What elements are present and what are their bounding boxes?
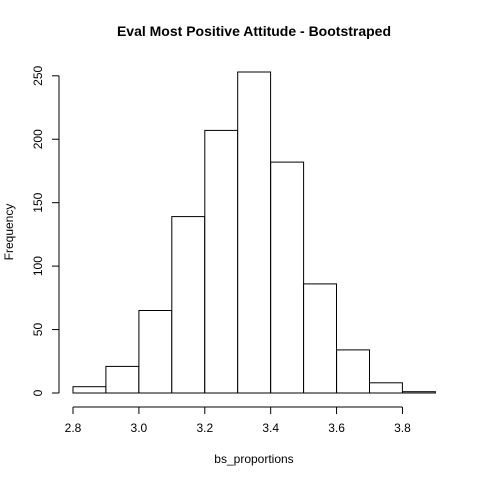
- y-tick-label: 100: [31, 256, 45, 276]
- histogram-bar-7: [303, 283, 338, 394]
- x-tick-label: 3.6: [328, 421, 345, 435]
- histogram-bar-3: [171, 216, 206, 394]
- y-tick-label: 50: [31, 323, 45, 337]
- histogram-bar-9: [369, 382, 403, 394]
- histogram-bar-5: [237, 71, 272, 394]
- y-axis: 0 50 100 150 200 250: [31, 65, 60, 396]
- x-tick-label: 3.4: [262, 421, 279, 435]
- y-tick-label: 250: [31, 65, 45, 85]
- histogram-bar-1: [105, 365, 140, 394]
- chart-title: Eval Most Positive Attitude - Bootstrape…: [117, 23, 391, 39]
- x-axis: 2.8 3.0 3.2 3.4 3.6 3.8: [65, 406, 411, 435]
- y-tick-label: 200: [31, 129, 45, 149]
- histogram-bar-10: [402, 391, 436, 394]
- histogram-bar-0: [72, 386, 107, 394]
- histogram-bar-6: [270, 161, 305, 394]
- y-axis-label: Frequency: [2, 204, 16, 261]
- y-tick-label: 0: [31, 389, 45, 396]
- histogram-bar-4: [204, 129, 239, 394]
- y-tick-label: 150: [31, 192, 45, 212]
- x-tick-label: 3.0: [131, 421, 148, 435]
- x-tick-label: 3.2: [196, 421, 213, 435]
- histogram-bars: [72, 71, 436, 394]
- x-axis-label: bs_proportions: [214, 452, 293, 466]
- histogram-bar-2: [138, 310, 173, 394]
- histogram-bar-8: [336, 349, 371, 394]
- x-tick-label: 3.8: [394, 421, 411, 435]
- x-tick-label: 2.8: [65, 421, 82, 435]
